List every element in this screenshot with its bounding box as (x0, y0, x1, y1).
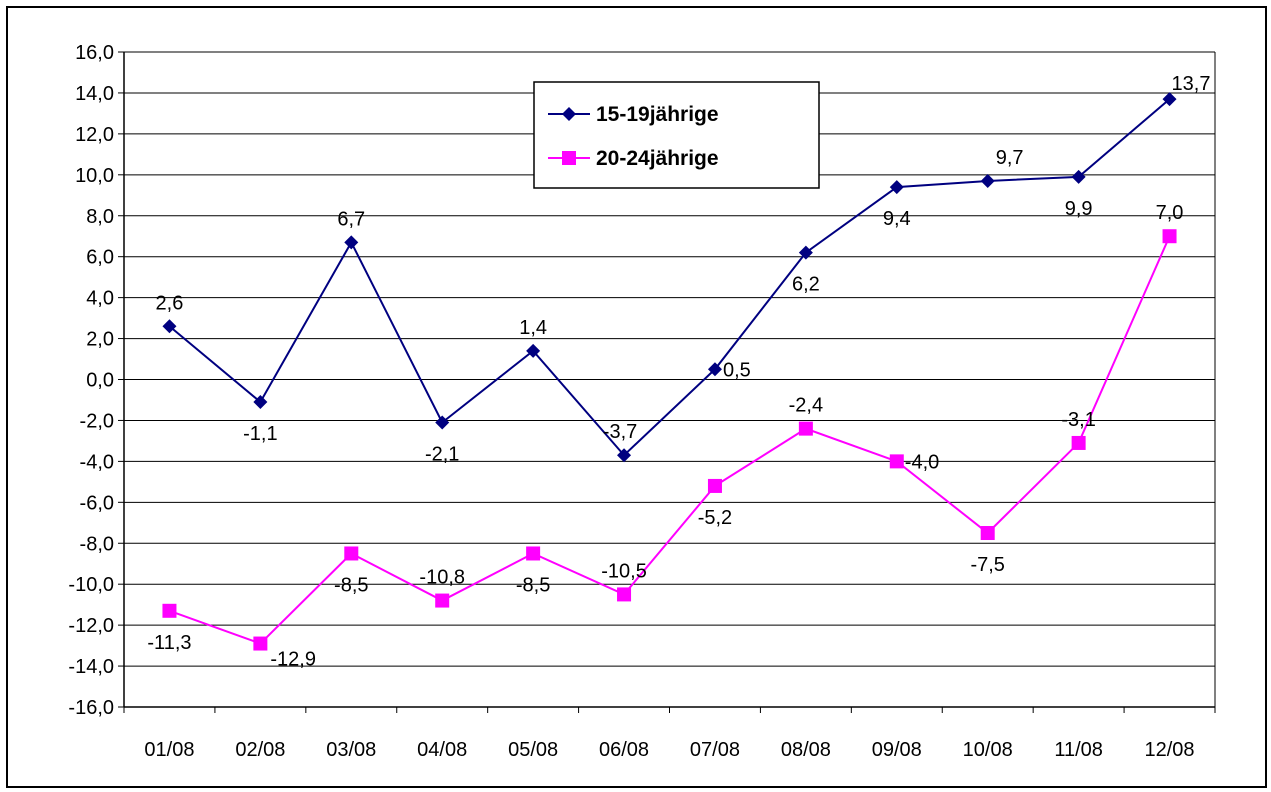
legend-entry-15-19: 15-19jährige (548, 103, 719, 126)
data-point-diamond (253, 395, 268, 410)
y-tick-label: 12,0 (75, 124, 114, 146)
series-line-0 (168, 98, 1171, 457)
data-label: -2,4 (789, 395, 823, 417)
data-point-diamond (707, 362, 722, 377)
data-point-square (253, 636, 268, 651)
y-tick-label: -10,0 (68, 574, 114, 596)
line-chart: 16,0 14,0 12,0 10,0 8,0 6,0 4,0 2,0 0,0 -2,0 -4,0 -… (68, 42, 1216, 761)
data-label: -7,5 (970, 554, 1004, 576)
data-point-diamond (889, 180, 904, 195)
y-tick-label: 4,0 (86, 288, 114, 310)
data-point-square (1071, 435, 1086, 450)
x-tick-label: 01/08 (144, 739, 194, 761)
data-label: -12,9 (270, 649, 316, 671)
data-label: -3,7 (603, 421, 637, 443)
x-tick-label: 08/08 (781, 739, 831, 761)
y-tick-label: 2,0 (86, 329, 114, 351)
series-line-1 (169, 235, 1171, 645)
x-tick-label: 06/08 (599, 739, 649, 761)
x-tick-label: 03/08 (326, 739, 376, 761)
data-point-square (344, 546, 359, 561)
data-point-square (1162, 229, 1177, 244)
data-point-diamond (526, 343, 541, 358)
data-point-diamond (617, 448, 632, 463)
y-tick-label: 6,0 (86, 247, 114, 269)
legend: 15-19jährige 20-24jährige (533, 81, 820, 189)
data-label: 1,4 (519, 317, 547, 339)
data-label: 9,9 (1065, 198, 1093, 220)
data-label: -1,1 (243, 423, 277, 445)
y-tick-label: -12,0 (68, 615, 114, 637)
y-tick-label: -16,0 (68, 697, 114, 719)
data-label: 7,0 (1156, 202, 1184, 224)
y-tick-label: 16,0 (75, 42, 114, 64)
data-label: -10,8 (419, 567, 465, 589)
data-label: -2,1 (425, 443, 459, 465)
x-tick-label: 09/08 (872, 739, 922, 761)
series-lines (162, 92, 1177, 651)
data-label: -11,3 (147, 632, 191, 654)
y-tick-label: -4,0 (80, 451, 114, 473)
data-point-diamond (798, 245, 813, 260)
data-label: -4,0 (905, 451, 939, 473)
x-tick-label: 12/08 (1145, 739, 1195, 761)
y-tick-label: 10,0 (75, 165, 114, 187)
x-tick-label: 07/08 (690, 739, 740, 761)
x-tick-label: 02/08 (235, 739, 285, 761)
data-label: 13,7 (1172, 73, 1211, 95)
axes: 16,0 14,0 12,0 10,0 8,0 6,0 4,0 2,0 0,0 -2,0 -4,0 -… (68, 42, 1216, 761)
x-tick-label: 05/08 (508, 739, 558, 761)
data-point-square (162, 603, 177, 618)
data-label: -5,2 (698, 507, 732, 529)
data-point-diamond (435, 415, 450, 430)
y-tick-label: -2,0 (80, 410, 114, 432)
y-tick-label: 8,0 (86, 206, 114, 228)
legend-box (533, 81, 820, 189)
data-label: 6,2 (792, 274, 820, 296)
data-label: 6,7 (337, 208, 365, 230)
data-point-diamond (980, 173, 995, 188)
data-point-square (617, 587, 632, 602)
legend-label-15-19: 15-19jährige (596, 103, 719, 126)
data-label: -8,5 (516, 574, 550, 596)
x-tick-label: 11/08 (1054, 739, 1103, 761)
data-label: 9,4 (883, 208, 911, 230)
data-point-square (526, 546, 541, 561)
data-point-square (980, 526, 995, 541)
data-point-diamond (1162, 92, 1177, 107)
data-label: 9,7 (996, 147, 1024, 169)
legend-marker-square (562, 151, 576, 165)
x-tick-label: 10/08 (963, 739, 1013, 761)
chart-frame: 16,0 14,0 12,0 10,0 8,0 6,0 4,0 2,0 0,0 -2,0 -4,0 -… (6, 6, 1267, 788)
y-tick-label: 14,0 (75, 83, 114, 105)
legend-entry-20-24: 20-24jährige (548, 147, 719, 170)
data-label: -10,5 (601, 560, 647, 582)
legend-label-20-24: 20-24jährige (596, 147, 719, 170)
data-label: 0,5 (723, 359, 751, 381)
data-label: 2,6 (156, 292, 184, 314)
data-labels: 2,6 -1,1 6,7 -2,1 1,4 -3,7 0,5 6,2 9,4 9,7 9,9 13,7… (147, 73, 1210, 670)
x-tick-label: 04/08 (417, 739, 467, 761)
data-point-diamond (162, 319, 177, 334)
y-tick-label: -6,0 (80, 492, 114, 514)
data-point-diamond (1071, 169, 1086, 184)
data-point-square (707, 478, 722, 493)
data-label: -8,5 (334, 574, 368, 596)
y-tick-label: -14,0 (68, 656, 114, 678)
data-label: -3,1 (1061, 409, 1095, 431)
data-point-diamond (344, 235, 359, 250)
legend-marker-diamond (562, 107, 576, 121)
y-tick-label: 0,0 (86, 370, 114, 392)
data-point-square (435, 593, 450, 608)
data-point-square (889, 454, 904, 469)
y-tick-label: -8,0 (80, 533, 114, 555)
data-point-square (798, 421, 813, 436)
